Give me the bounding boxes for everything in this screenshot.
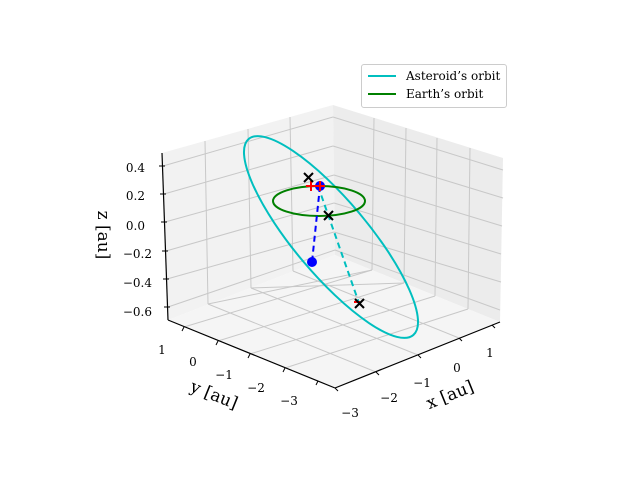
z-tick-label: 0.0	[126, 219, 145, 233]
blue-connector	[311, 185, 321, 263]
z-tick-label: 0.2	[126, 189, 145, 203]
z-tick-label: 0.4	[126, 161, 145, 175]
y-tick-label: −2	[247, 381, 265, 395]
z-tick-label: −0.2	[123, 247, 152, 261]
y-tick-label: 0	[189, 355, 197, 369]
z-tick-label: −0.6	[123, 305, 152, 319]
legend-swatch-asteroid	[368, 75, 396, 77]
z-ticks	[159, 165, 170, 308]
legend-swatch-earth	[368, 93, 396, 95]
legend: Asteroid’s orbit Earth’s orbit	[361, 64, 507, 108]
y-tick-label: 1	[158, 343, 166, 357]
x-tick-label: −2	[380, 391, 398, 405]
legend-label: Asteroid’s orbit	[406, 69, 501, 83]
x-tick-label: −1	[413, 376, 431, 390]
x-ticks	[334, 324, 496, 392]
x-tick-label: −3	[341, 406, 359, 420]
z-tick-label: −0.4	[123, 276, 153, 290]
x-tick-label: 0	[453, 361, 461, 375]
x-tick-label: 1	[486, 346, 494, 360]
line-of-nodes	[317, 185, 360, 304]
legend-label: Earth’s orbit	[406, 87, 484, 101]
blue-point-lower	[307, 257, 317, 267]
y-ticks	[181, 326, 319, 386]
legend-item-earth: Earth’s orbit	[368, 85, 483, 103]
axis-lines	[161, 152, 501, 389]
node-x-markers	[303, 172, 365, 309]
legend-item-asteroid: Asteroid’s orbit	[368, 67, 500, 85]
z-axis-label: z [au]	[93, 211, 113, 260]
x-axis-label: x [au]	[424, 377, 477, 414]
asteroid-orbit	[242, 135, 420, 339]
grid-lines	[162, 116, 504, 373]
y-tick-label: −3	[280, 394, 298, 408]
y-axis-label: y [au]	[186, 376, 240, 413]
y-tick-label: −1	[215, 368, 233, 382]
